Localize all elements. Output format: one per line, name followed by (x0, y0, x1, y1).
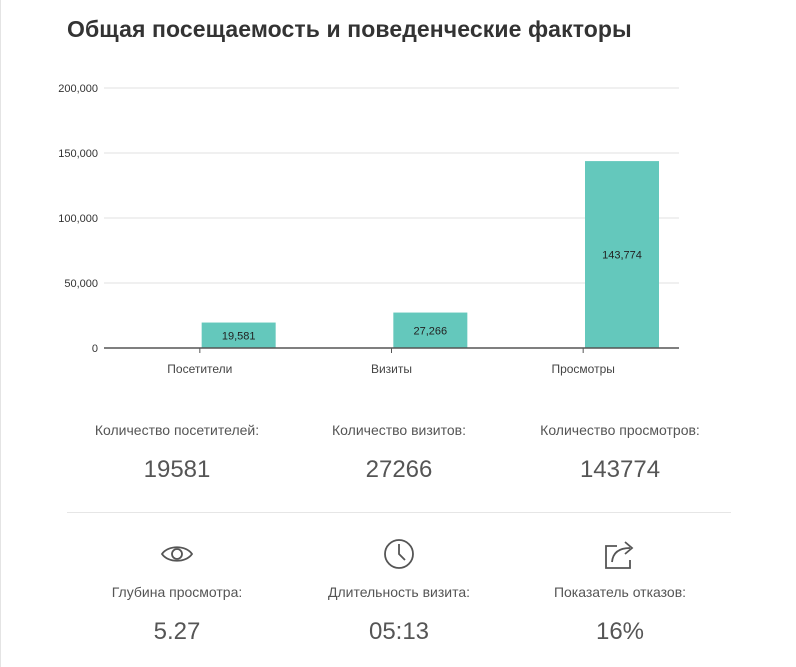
y-tick-label: 200,000 (58, 83, 98, 95)
bar-chart: 0 50,000 100,000 150,000 200,000 19,581 Посети… (58, 83, 679, 376)
stat-visits: Количество визитов: 27266 (284, 422, 514, 484)
metric-bounce-label: Показатель отказов: (553, 584, 687, 600)
metric-duration: Длительность визита: 05:13 (284, 538, 514, 646)
metric-depth-label: Глубина просмотра: (111, 584, 243, 600)
metric-duration-value: 05:13 (368, 618, 430, 645)
metric-bounce: Показатель отказов: 16% (505, 538, 735, 646)
page-title: Общая посещаемость и поведенческие факто… (67, 16, 632, 42)
y-tick-label: 100,000 (58, 213, 98, 225)
stat-pageviews: Количество просмотров: 143774 (505, 422, 735, 484)
y-tick-label: 0 (92, 343, 98, 355)
bar-value-label: 27,266 (414, 325, 448, 337)
stat-visits-label: Количество визитов: (332, 422, 466, 438)
bar (201, 322, 276, 348)
share-icon (605, 541, 634, 569)
y-tick-label: 50,000 (64, 278, 98, 290)
stat-visits-value: 27266 (365, 456, 433, 483)
metric-bounce-value: 16% (595, 618, 645, 645)
x-tick-label: Просмотры (551, 362, 614, 376)
x-tick-label: Визиты (371, 362, 412, 376)
metric-depth: Глубина просмотра: 5.27 (62, 538, 292, 646)
stat-pageviews-label: Количество просмотров: (540, 422, 700, 438)
eye-icon (160, 546, 194, 562)
stat-visitors-value: 19581 (143, 456, 211, 483)
stat-visitors-label: Количество посетителей: (94, 422, 260, 438)
metric-depth-value: 5.27 (153, 618, 201, 645)
bar-value-label: 19,581 (222, 330, 256, 342)
bar (585, 161, 659, 348)
stat-pageviews-value: 143774 (579, 456, 661, 483)
left-border (0, 0, 1, 667)
y-tick-label: 150,000 (58, 148, 98, 160)
bar-value-label: 143,774 (602, 250, 642, 262)
section-divider (67, 512, 731, 513)
clock-icon (384, 539, 414, 569)
x-tick-label: Посетители (167, 362, 232, 376)
stat-visitors: Количество посетителей: 19581 (62, 422, 292, 484)
metric-duration-label: Длительность визита: (327, 584, 471, 600)
bar (393, 312, 468, 348)
